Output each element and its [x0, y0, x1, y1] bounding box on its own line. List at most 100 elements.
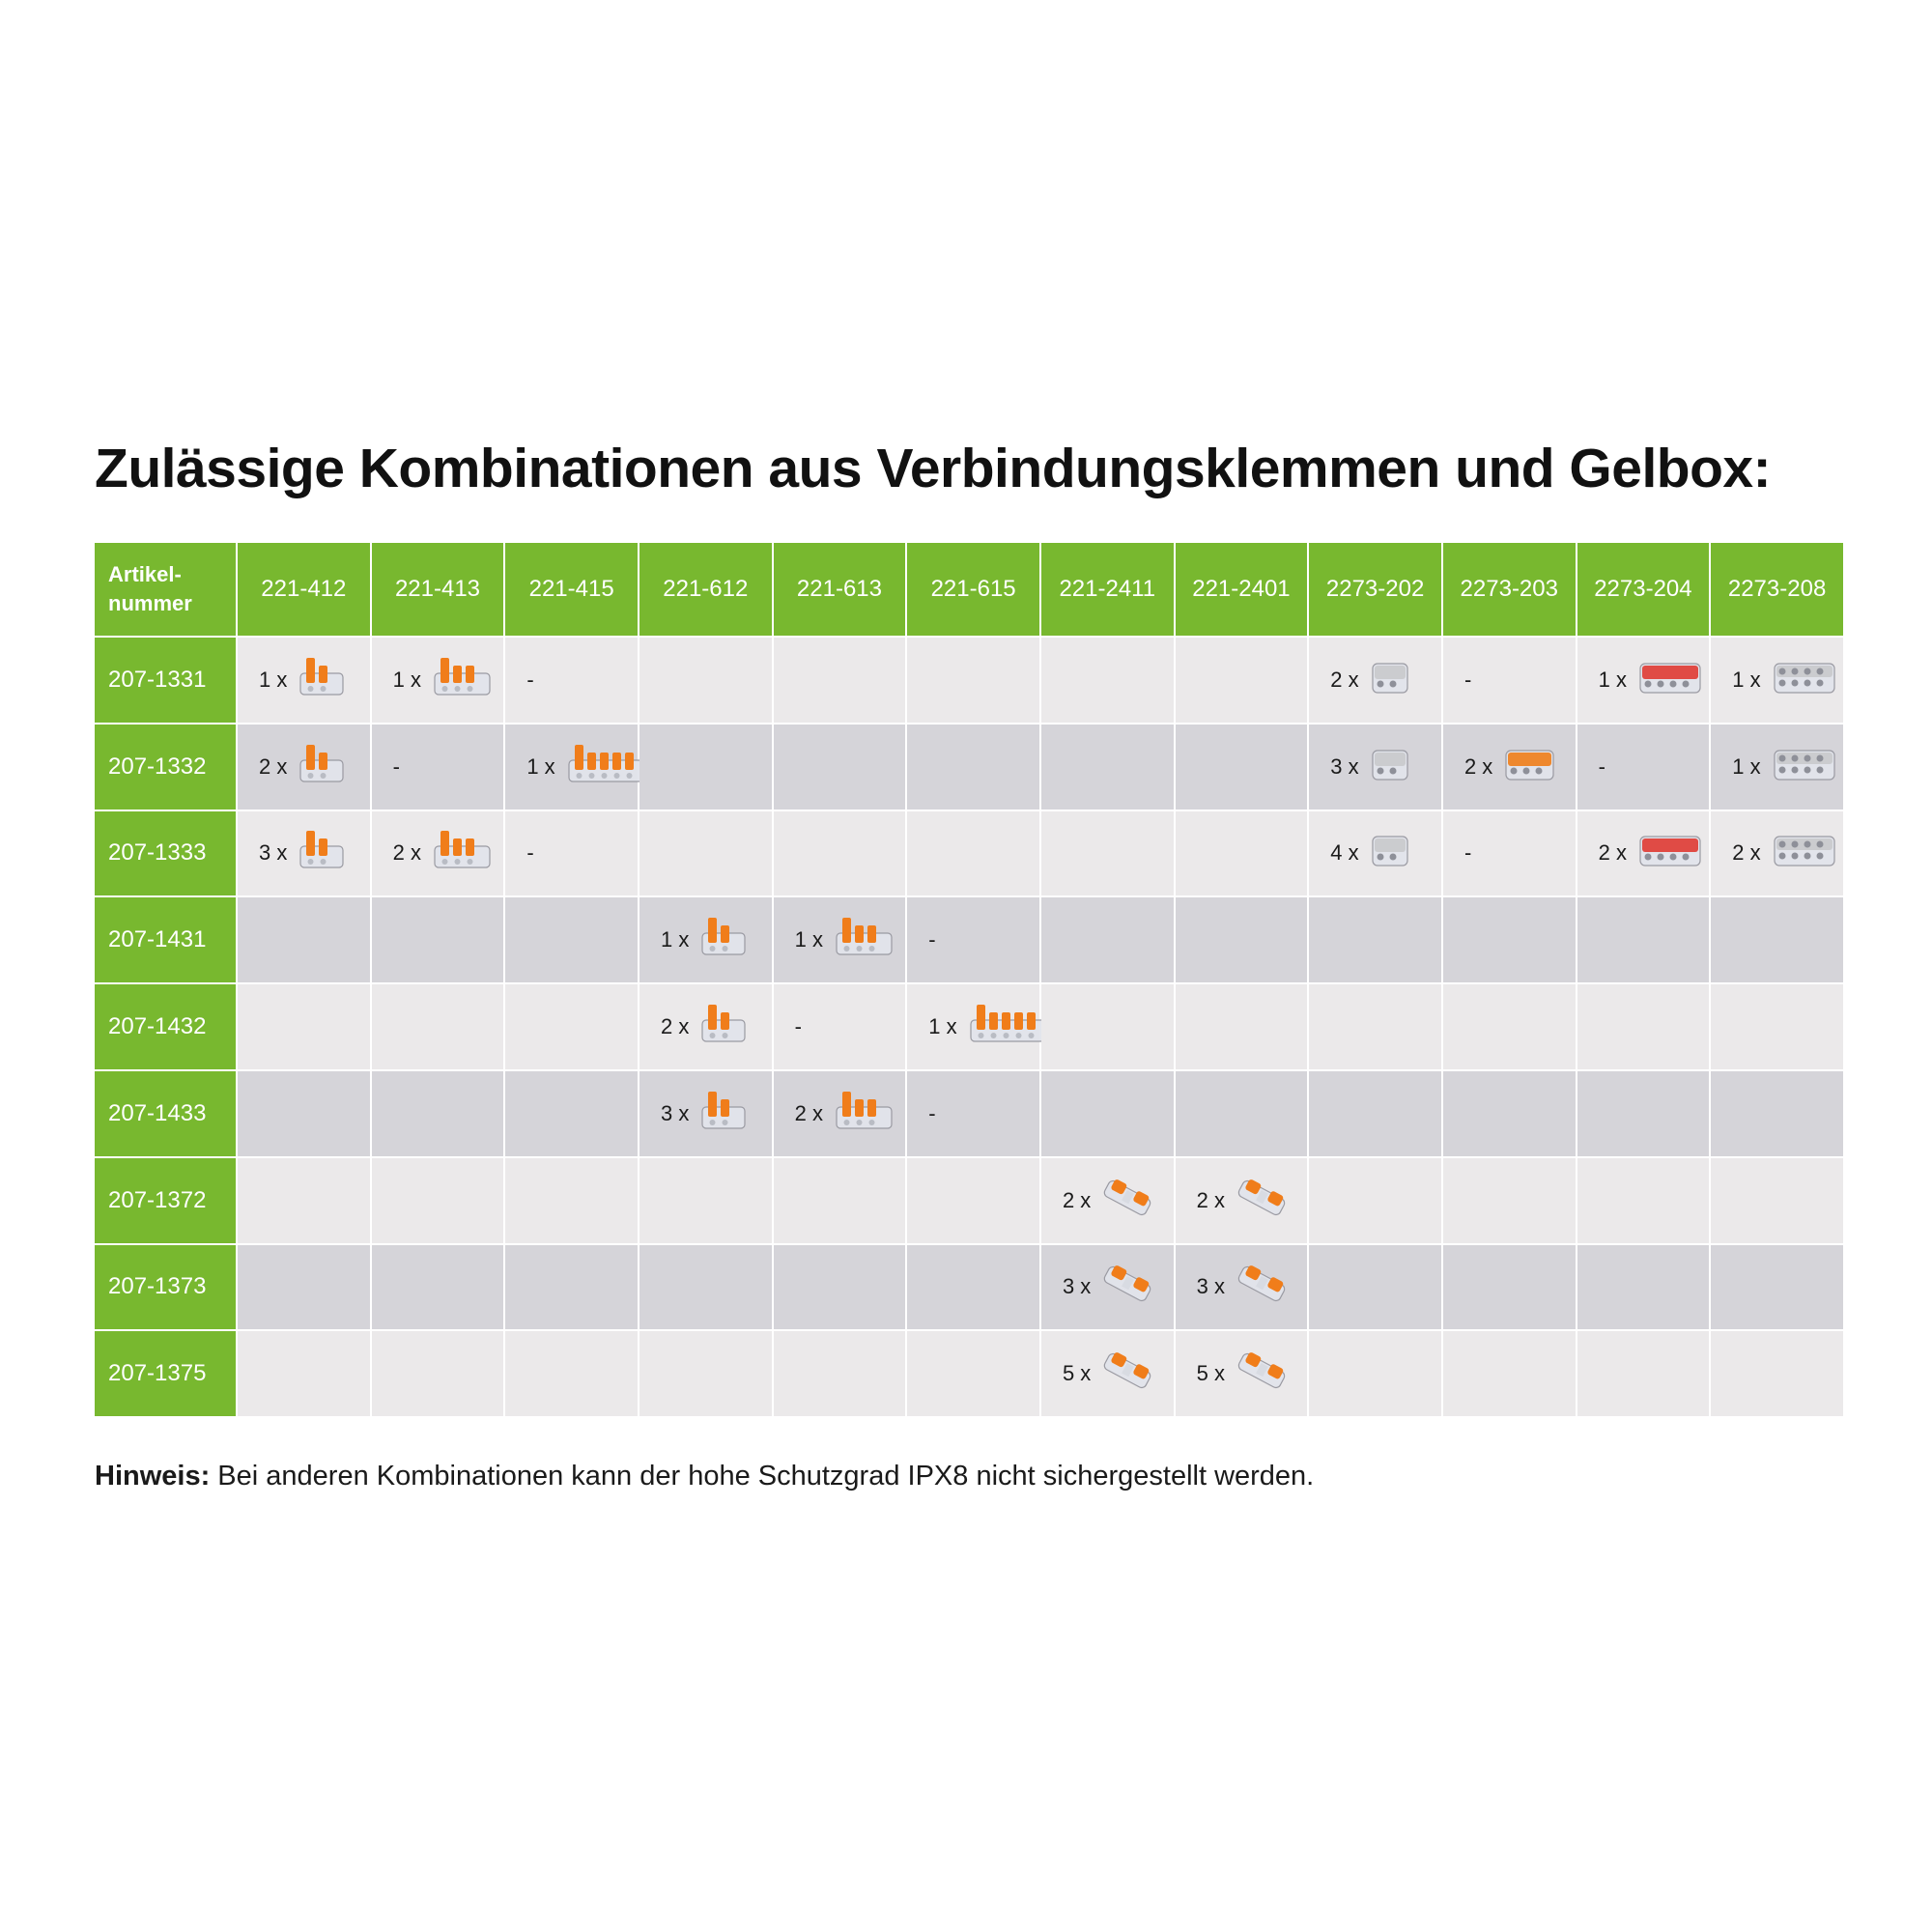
table-cell: 1 x	[1577, 638, 1712, 724]
table-cell	[1577, 1071, 1712, 1158]
orange-lever-connector-2-icon	[298, 743, 345, 791]
orange-lever-connector-5-icon	[567, 743, 651, 791]
table-cell	[505, 1244, 639, 1332]
inline-splice-connector-icon	[1102, 1350, 1152, 1398]
table-cell: -	[773, 984, 908, 1071]
table-cell: -	[1577, 724, 1712, 811]
table-cell: -	[907, 897, 1041, 985]
orange-lever-connector-3-icon	[433, 656, 492, 704]
table-cell	[639, 1244, 774, 1332]
table-cell	[773, 724, 908, 811]
table-cell	[773, 810, 908, 898]
table-cell	[1711, 1071, 1845, 1158]
quantity-label: 1 x	[392, 667, 422, 692]
table-cell	[639, 638, 774, 724]
table-cell	[1040, 810, 1176, 898]
row-header: 207-1432	[95, 984, 238, 1071]
column-header: 221-415	[505, 543, 639, 638]
quantity-label: 1 x	[259, 667, 288, 692]
table-cell	[1577, 1157, 1712, 1245]
orange-pushwire-connector-3-icon	[1504, 745, 1555, 789]
table-cell	[238, 1244, 372, 1332]
table-cell	[907, 724, 1041, 811]
quantity-label: 2 x	[1062, 1187, 1092, 1212]
row-header: 207-1375	[95, 1331, 238, 1419]
table-cell	[1711, 1331, 1845, 1419]
table-cell	[1175, 638, 1310, 724]
note-text: Hinweis: Bei anderen Kombinationen kann …	[95, 1461, 1314, 1492]
table-cell: 1 x	[505, 724, 650, 811]
table-cell: -	[505, 638, 639, 724]
column-header: 2273-208	[1711, 543, 1845, 638]
column-header: 221-412	[238, 543, 372, 638]
quantity-label: 1 x	[794, 927, 823, 952]
quantity-label: -	[526, 840, 534, 866]
table-cell	[1175, 724, 1310, 811]
row-header: 207-1332	[95, 724, 238, 811]
row-header: 207-1433	[95, 1071, 238, 1158]
table-cell	[238, 1331, 372, 1419]
quantity-label: 1 x	[928, 1014, 957, 1039]
note-label: Hinweis:	[95, 1461, 211, 1492]
table-cell	[371, 1071, 506, 1158]
quantity-label: -	[928, 927, 936, 952]
quantity-label: 3 x	[660, 1100, 690, 1125]
quantity-label: 3 x	[259, 840, 288, 866]
table-cell	[1442, 897, 1577, 985]
table-cell	[371, 1157, 506, 1245]
column-header: 221-615	[907, 543, 1041, 638]
quantity-label: 5 x	[1062, 1361, 1092, 1386]
table-cell	[1711, 1157, 1845, 1245]
grey-pushwire-connector-2-icon	[1371, 745, 1409, 789]
table-corner-header: Artikel- nummer	[95, 543, 238, 638]
table-cell	[907, 810, 1041, 898]
grey-pushwire-connector-8-icon	[1773, 745, 1836, 789]
quantity-label: 3 x	[1062, 1274, 1092, 1299]
inline-splice-connector-icon	[1236, 1350, 1287, 1398]
table-cell: 1 x	[773, 897, 908, 985]
quantity-label: 1 x	[1598, 667, 1627, 692]
quantity-label: 4 x	[1330, 840, 1359, 866]
table-cell	[639, 810, 774, 898]
orange-lever-connector-3-icon	[433, 829, 492, 877]
quantity-label: 2 x	[259, 753, 288, 779]
column-header: 221-613	[773, 543, 908, 638]
table-cell	[1577, 984, 1712, 1071]
inline-splice-connector-icon	[1102, 1263, 1152, 1311]
row-header: 207-1331	[95, 638, 238, 724]
quantity-label: 3 x	[1330, 753, 1359, 779]
table-cell	[1711, 984, 1845, 1071]
table-cell	[238, 984, 372, 1071]
inline-splice-connector-icon	[1236, 1263, 1287, 1311]
grey-pushwire-connector-2-icon	[1371, 658, 1409, 702]
table-cell	[907, 638, 1041, 724]
quantity-label: 2 x	[392, 840, 422, 866]
table-cell	[1309, 1331, 1443, 1419]
column-header: 221-2401	[1175, 543, 1310, 638]
table-cell	[1040, 638, 1176, 724]
grey-pushwire-connector-8-icon	[1773, 658, 1836, 702]
table-cell	[1040, 984, 1176, 1071]
table-cell	[505, 1071, 639, 1158]
table-cell: 4 x	[1309, 810, 1443, 898]
table-cell	[505, 897, 639, 985]
row-header: 207-1431	[95, 897, 238, 985]
row-header: 207-1333	[95, 810, 238, 898]
table-cell: 1 x	[1711, 638, 1845, 724]
table-cell	[505, 984, 639, 1071]
quantity-label: 2 x	[1598, 840, 1627, 866]
orange-lever-connector-615-icon	[969, 1003, 1053, 1051]
quantity-label: -	[526, 667, 534, 692]
table-cell	[371, 897, 506, 985]
table-cell: 2 x	[1175, 1157, 1310, 1245]
table-cell: 3 x	[1040, 1244, 1176, 1332]
table-cell	[1442, 1071, 1577, 1158]
table-cell: 3 x	[639, 1071, 774, 1158]
table-cell: 1 x	[639, 897, 774, 985]
table-cell	[1442, 1244, 1577, 1332]
quantity-label: 2 x	[1196, 1187, 1225, 1212]
orange-lever-connector-612-icon	[700, 1090, 747, 1138]
combination-table: Artikel- nummer 221-412 221-413 221-415 221-…	[95, 543, 1845, 1419]
row-header: 207-1372	[95, 1157, 238, 1245]
table-cell	[907, 1331, 1041, 1419]
